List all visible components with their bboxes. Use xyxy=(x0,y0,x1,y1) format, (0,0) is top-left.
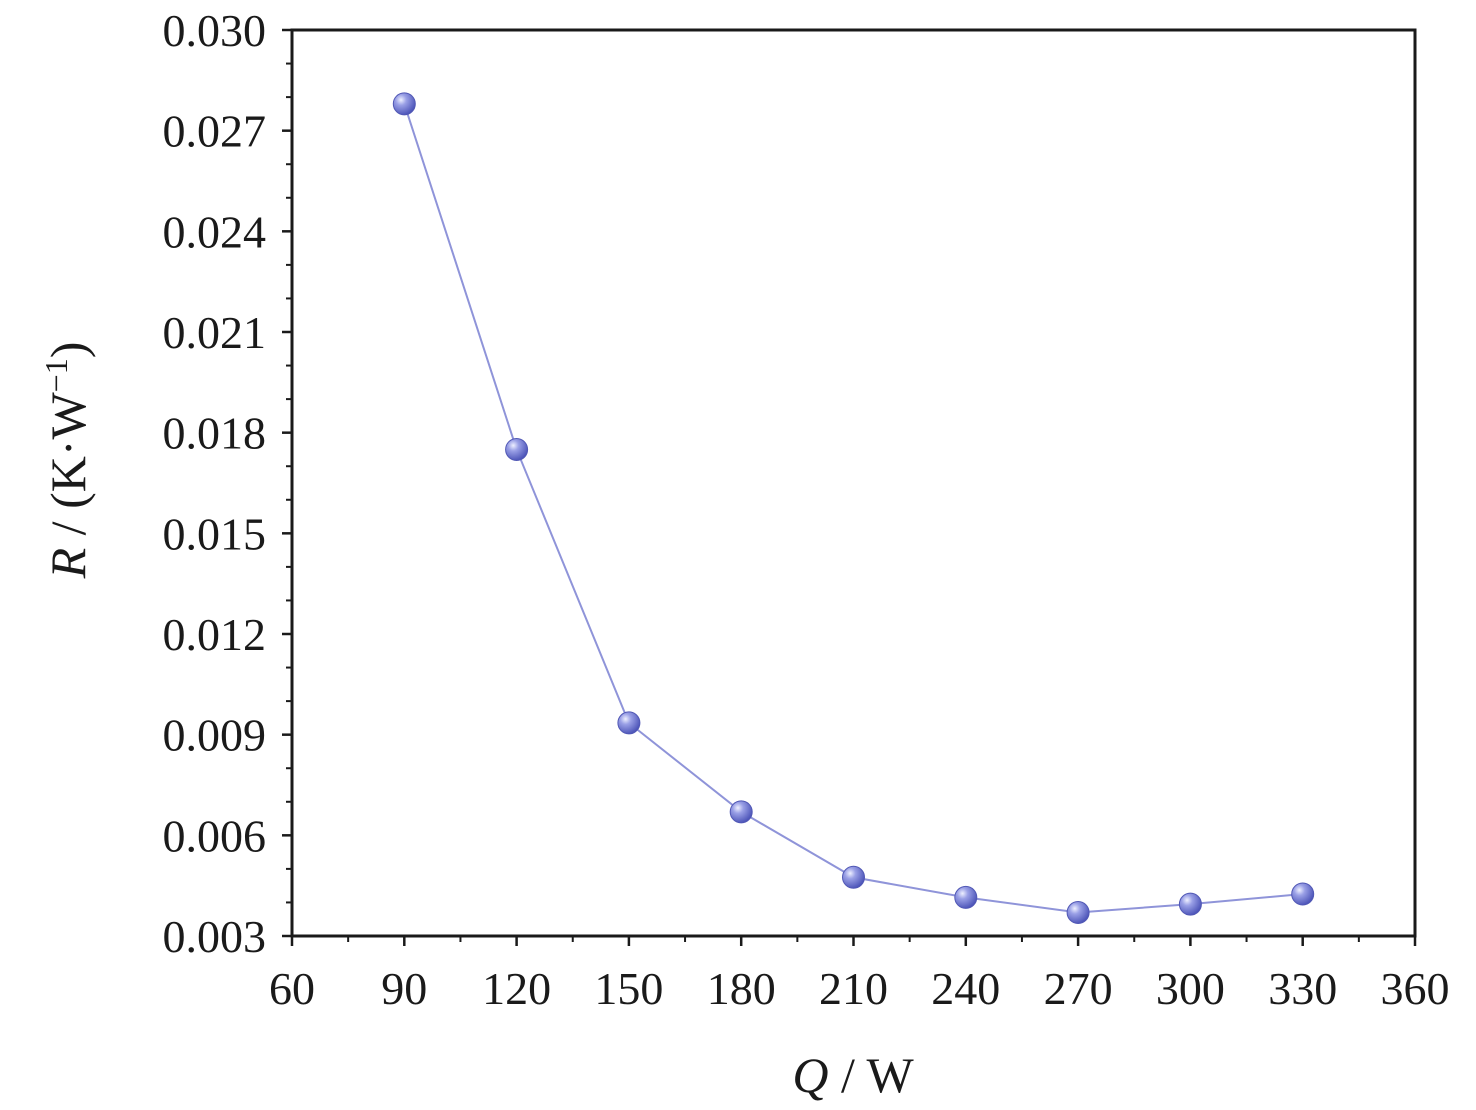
plot-frame xyxy=(290,28,1417,938)
y-tick-label: 0.024 xyxy=(163,206,267,257)
data-point xyxy=(1291,882,1315,906)
y-tick-label: 0.027 xyxy=(163,106,267,157)
x-tick-label: 240 xyxy=(931,963,1000,1014)
data-point xyxy=(842,865,865,889)
x-tick-label: 120 xyxy=(482,963,551,1014)
y-tick-label: 0.003 xyxy=(163,911,267,962)
data-point xyxy=(505,437,529,461)
x-tick-label: 360 xyxy=(1381,963,1450,1014)
x-tick-label: 210 xyxy=(819,963,888,1014)
series-line xyxy=(403,103,1303,914)
x-axis-tick-labels: 60 90 120 150 180 210 240 270 300 330 360 xyxy=(269,963,1450,1014)
y-tick-label: 0.015 xyxy=(163,508,267,559)
x-tick-label: 150 xyxy=(594,963,663,1014)
x-tick-label: 300 xyxy=(1156,963,1225,1014)
y-tick-label: 0.012 xyxy=(163,609,267,660)
data-point xyxy=(729,800,753,824)
x-axis-ticks xyxy=(290,936,1417,946)
x-tick-label: 90 xyxy=(381,963,427,1014)
x-tick-label: 330 xyxy=(1268,963,1337,1014)
data-point xyxy=(392,92,416,116)
x-tick-label: 60 xyxy=(269,963,315,1014)
data-point xyxy=(954,885,978,909)
x-tick-label: 180 xyxy=(707,963,776,1014)
series-markers xyxy=(392,92,1315,925)
data-point xyxy=(1066,901,1090,925)
y-tick-label: 0.018 xyxy=(163,408,267,459)
y-axis-tick-labels: 0.003 0.006 0.009 0.012 0.015 0.018 0.021 0.024… xyxy=(163,5,267,962)
y-tick-label: 0.021 xyxy=(163,307,267,358)
x-axis-title: Q / W xyxy=(792,1047,914,1103)
y-tick-label: 0.009 xyxy=(163,710,267,761)
data-point xyxy=(1178,892,1202,916)
y-tick-label: 0.030 xyxy=(163,5,267,56)
y-tick-label: 0.006 xyxy=(163,810,267,861)
data-point xyxy=(617,711,641,735)
y-axis-ticks xyxy=(282,28,292,938)
x-tick-label: 270 xyxy=(1044,963,1113,1014)
y-axis-title: R / (K·W−1) xyxy=(38,342,96,580)
